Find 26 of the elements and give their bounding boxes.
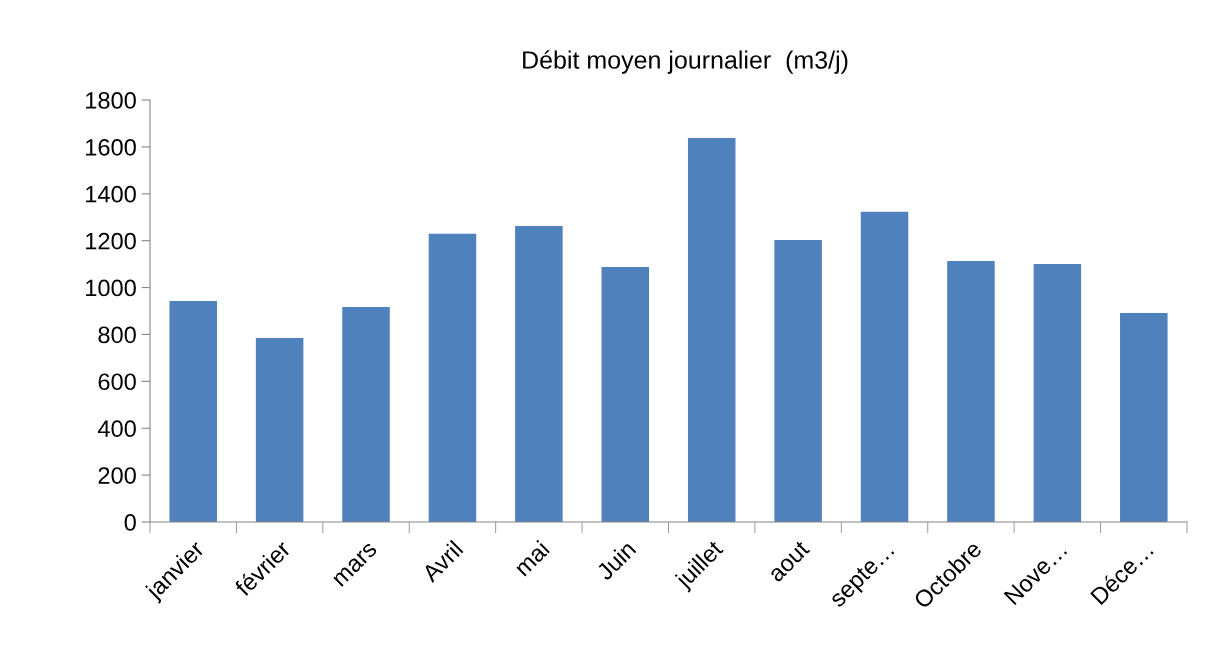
bar	[1033, 263, 1082, 522]
y-tick-label: 800	[98, 326, 136, 344]
bar	[342, 307, 390, 522]
bar	[515, 225, 563, 522]
bar	[428, 233, 477, 522]
bar	[774, 239, 822, 522]
bar	[601, 266, 650, 522]
x-tick-label: Juin	[594, 539, 637, 582]
y-tick-label: 400	[97, 420, 136, 438]
y-tick-label: 1000	[86, 279, 136, 297]
bar	[687, 137, 736, 522]
y-tick-label: 0	[124, 514, 136, 531]
y-tick-label: 200	[98, 467, 136, 484]
bar	[860, 211, 909, 522]
y-tick-label: 1600	[86, 138, 136, 156]
x-tick-label: mai	[513, 539, 551, 577]
bar	[1120, 312, 1168, 522]
bar	[169, 300, 217, 522]
bar	[255, 337, 304, 522]
y-tick-label: 1200	[86, 232, 136, 250]
chart-title: Débit moyen journalier (m3/j)	[523, 50, 848, 74]
bar	[947, 261, 995, 522]
x-tick-label: aout	[767, 540, 811, 583]
y-tick-label: 600	[98, 373, 136, 391]
y-tick-label: 1800	[86, 92, 136, 109]
y-tick-label: 1400	[86, 185, 136, 203]
